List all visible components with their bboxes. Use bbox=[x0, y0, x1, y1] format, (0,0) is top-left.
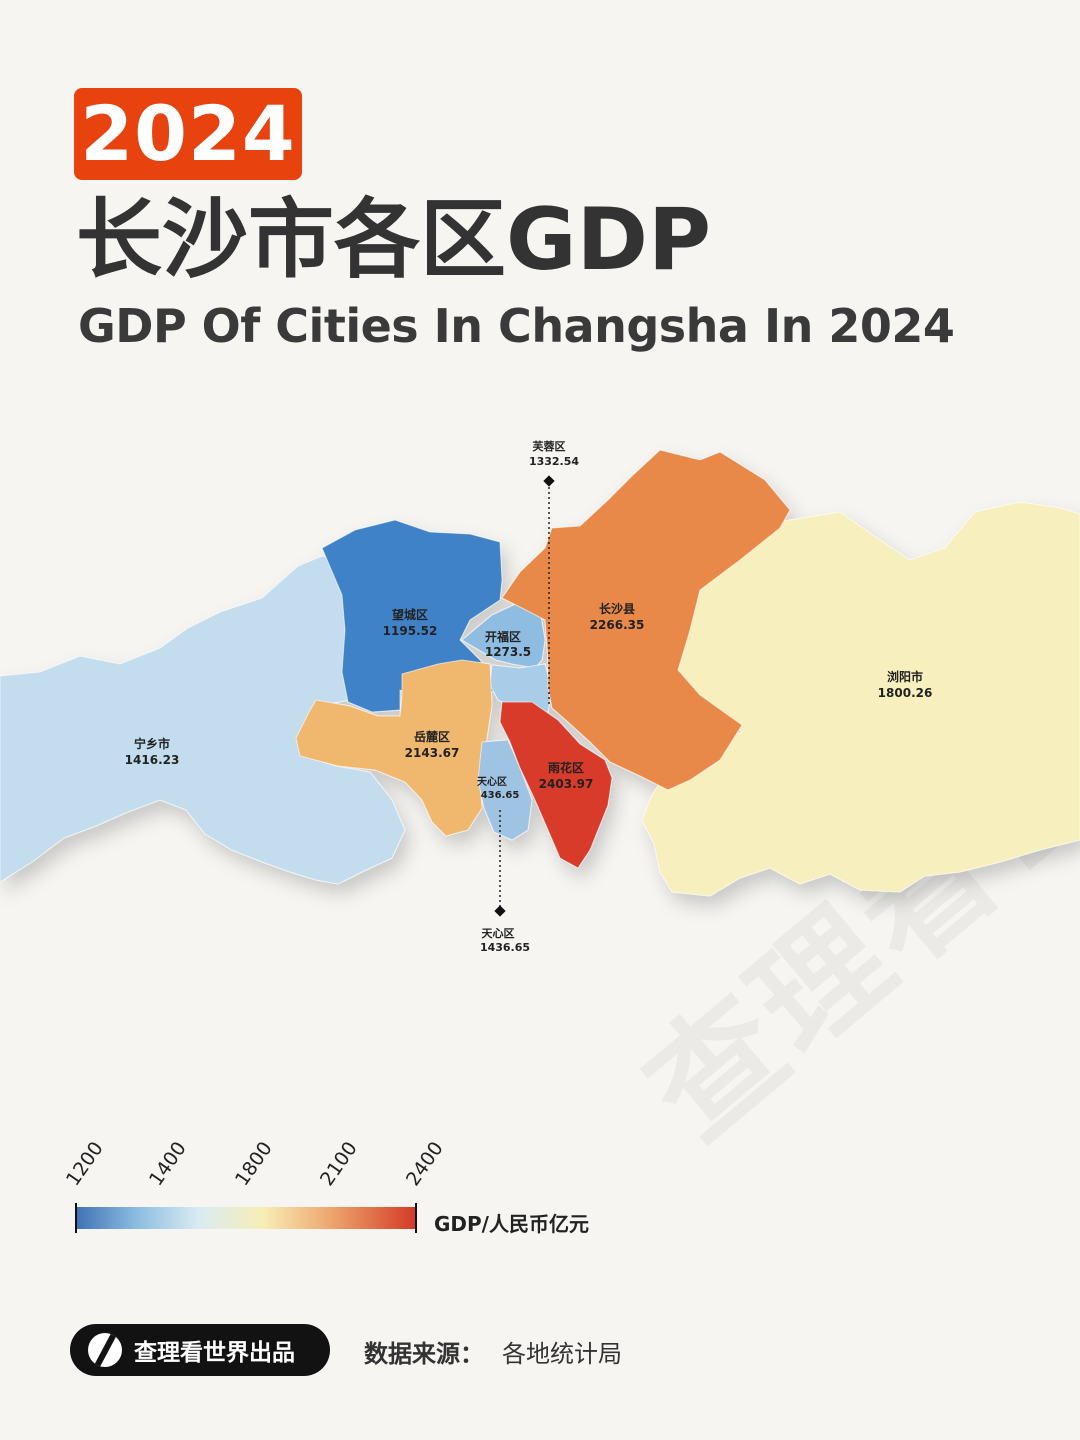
year-badge: 2024 bbox=[74, 88, 302, 180]
label-changshaxian-name: 长沙县 bbox=[599, 601, 635, 616]
legend-color-bar bbox=[76, 1207, 416, 1229]
label-ningxiang-name: 宁乡市 bbox=[134, 736, 170, 751]
region-labels: 宁乡市 1416.23 望城区 1195.52 开福区 1273.5 长沙县 2… bbox=[125, 601, 933, 801]
label-liuyang-name: 浏阳市 bbox=[887, 669, 923, 684]
leader-furong-name: 芙蓉区 bbox=[532, 439, 566, 453]
legend-cap-right bbox=[415, 1203, 417, 1233]
brand-logo-icon bbox=[88, 1333, 122, 1367]
brand-text: 查理看世界出品 bbox=[134, 1340, 295, 1366]
label-yuhua-name: 雨花区 bbox=[548, 760, 584, 775]
region-kaifu bbox=[461, 601, 546, 669]
label-wangcheng-gdp: 1195.52 bbox=[383, 624, 438, 638]
label-changshaxian-gdp: 2266.35 bbox=[590, 618, 645, 632]
label-tianxin-name: 天心区 bbox=[477, 776, 507, 788]
leader-tianxin: 天心区 1436.65 bbox=[480, 810, 530, 954]
data-source: 数据来源： 各地统计局 bbox=[364, 1334, 622, 1369]
region-liuyang bbox=[641, 501, 1080, 897]
leader-tianxin-name: 天心区 bbox=[482, 927, 515, 940]
leader-furong: 芙蓉区 1332.54 bbox=[529, 439, 579, 705]
region-yuelu bbox=[295, 659, 493, 837]
label-kaifu-gdp: 1273.5 bbox=[485, 645, 531, 659]
label-liuyang-gdp: 1800.26 bbox=[878, 686, 933, 700]
label-wangcheng-name: 望城区 bbox=[392, 607, 428, 622]
source-label: 数据来源： bbox=[364, 1340, 484, 1368]
leader-tianxin-gdp: 1436.65 bbox=[480, 941, 530, 954]
page-title: 长沙市各区GDP bbox=[76, 190, 712, 290]
label-kaifu-name: 开福区 bbox=[485, 629, 521, 644]
legend-unit: GDP/人民币亿元 bbox=[434, 1212, 589, 1236]
legend-cap-left bbox=[75, 1203, 77, 1233]
region-furong bbox=[489, 663, 553, 713]
label-tianxin-gdp: 436.65 bbox=[481, 790, 520, 801]
label-yuelu-name: 岳麓区 bbox=[414, 729, 450, 744]
region-changshaxian bbox=[501, 449, 791, 791]
label-ningxiang-gdp: 1416.23 bbox=[125, 753, 180, 767]
region-ningxiang bbox=[0, 555, 406, 885]
leader-furong-gdp: 1332.54 bbox=[529, 455, 579, 468]
label-yuhua-gdp: 2403.97 bbox=[539, 777, 594, 791]
region-yuhua bbox=[499, 701, 613, 869]
brand-pill: 查理看世界出品 bbox=[70, 1324, 330, 1376]
label-yuelu-gdp: 2143.67 bbox=[405, 746, 460, 760]
page-subtitle: GDP Of Cities In Changsha In 2024 bbox=[78, 299, 955, 353]
source-value: 各地统计局 bbox=[502, 1340, 622, 1368]
